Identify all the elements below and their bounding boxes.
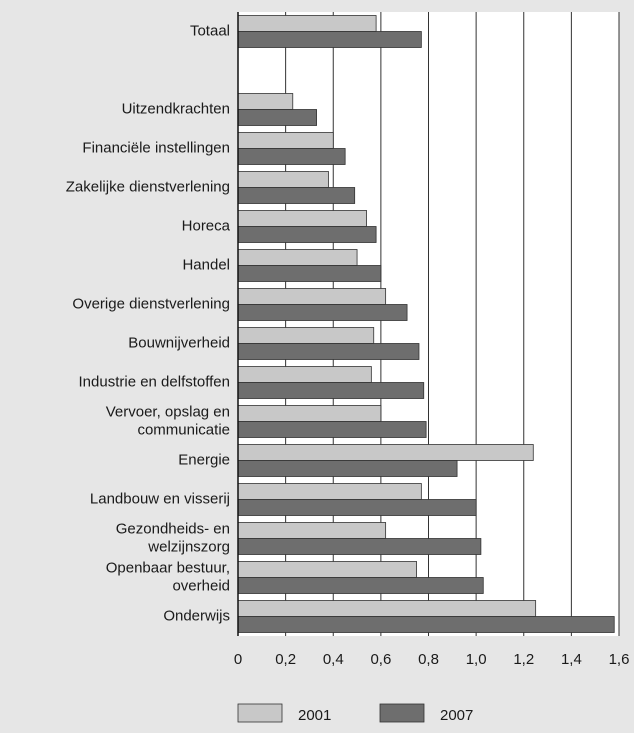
x-tick-label: 1,0 bbox=[466, 651, 487, 668]
bar bbox=[237, 343, 420, 360]
bar bbox=[237, 600, 537, 617]
y-tick-label: Zakelijke dienstverlening bbox=[66, 178, 230, 195]
y-tick-label: Onderwijs bbox=[163, 607, 230, 624]
bar bbox=[237, 265, 382, 282]
bar bbox=[237, 366, 372, 383]
label-line: Gezondheids- en bbox=[116, 520, 230, 537]
bar bbox=[237, 577, 484, 594]
x-tick-label: 1,2 bbox=[513, 651, 534, 668]
bar bbox=[237, 288, 387, 305]
x-tick-label: 0 bbox=[234, 651, 242, 668]
bar bbox=[237, 421, 427, 438]
legend-swatch bbox=[237, 703, 283, 723]
bar bbox=[237, 249, 358, 266]
y-tick-label: Bouwnijverheid bbox=[128, 334, 230, 351]
bar bbox=[237, 171, 329, 188]
bar bbox=[237, 538, 482, 555]
bar bbox=[237, 187, 356, 204]
x-tick-label: 0,2 bbox=[275, 651, 296, 668]
bar bbox=[237, 132, 334, 149]
y-tick-label: Industrie en delfstoffen bbox=[79, 373, 231, 390]
bar bbox=[237, 405, 382, 422]
x-tick-label: 1,6 bbox=[609, 651, 630, 668]
bar bbox=[237, 382, 425, 399]
bar bbox=[237, 616, 615, 633]
x-tick-label: 1,4 bbox=[561, 651, 582, 668]
bar bbox=[237, 460, 458, 477]
legend-label: 2007 bbox=[440, 707, 473, 724]
y-tick-label: Vervoer, opslag en communicatie bbox=[106, 403, 230, 438]
bar bbox=[237, 210, 367, 227]
bar bbox=[237, 444, 534, 461]
y-tick-label: Uitzendkrachten bbox=[122, 100, 230, 117]
bar bbox=[237, 304, 408, 321]
legend-label: 2001 bbox=[298, 707, 331, 724]
label-line: Openbaar bestuur, bbox=[106, 559, 230, 576]
bar bbox=[237, 561, 417, 578]
y-tick-label: Financiële instellingen bbox=[82, 139, 230, 156]
bar bbox=[237, 522, 387, 539]
y-tick-label: Handel bbox=[182, 256, 230, 273]
legend-swatch bbox=[379, 703, 425, 723]
bar bbox=[237, 109, 317, 126]
y-tick-label: Openbaar bestuur, overheid bbox=[106, 559, 230, 594]
bar bbox=[237, 15, 377, 32]
y-tick-label: Gezondheids- en welzijnszorg bbox=[116, 520, 230, 555]
bar bbox=[237, 93, 294, 110]
y-tick-label: Energie bbox=[178, 451, 230, 468]
x-tick-label: 0,8 bbox=[418, 651, 439, 668]
label-line: Vervoer, opslag en bbox=[106, 403, 230, 420]
bar bbox=[237, 226, 377, 243]
y-tick-label: Totaal bbox=[190, 22, 230, 39]
x-tick-label: 0,6 bbox=[370, 651, 391, 668]
bar bbox=[237, 499, 477, 516]
bar bbox=[237, 148, 346, 165]
y-tick-label: Horeca bbox=[182, 217, 231, 234]
bar bbox=[237, 327, 375, 344]
x-tick-label: 0,4 bbox=[323, 651, 344, 668]
y-tick-label: Overige dienstverlening bbox=[72, 295, 230, 312]
label-line: overheid bbox=[172, 577, 230, 594]
y-tick-label: Landbouw en visserij bbox=[90, 490, 230, 507]
bar bbox=[237, 31, 422, 48]
bar bbox=[237, 483, 422, 500]
label-line: communicatie bbox=[137, 421, 230, 438]
label-line: welzijnszorg bbox=[147, 538, 230, 555]
